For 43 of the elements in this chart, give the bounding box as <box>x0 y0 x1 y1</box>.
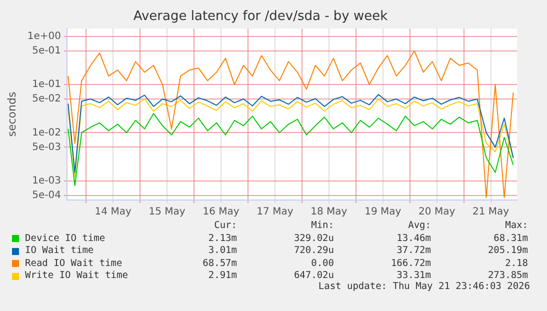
text: 166.72m <box>390 258 431 270</box>
text: Avg: <box>407 220 431 232</box>
text: 68.57m <box>202 258 237 270</box>
x-tick-label: 19 May <box>364 206 402 218</box>
text: 2.13m <box>207 232 237 245</box>
y-tick-label: 5e-04 <box>32 190 61 201</box>
y-axis-title: seconds <box>5 92 18 137</box>
text: 329.02u <box>292 232 334 245</box>
text: 2.18 <box>504 258 528 270</box>
y-tick-label: 1e-01 <box>32 79 61 90</box>
text: 2.91m <box>207 270 237 282</box>
x-tick-label: 16 May <box>202 206 240 218</box>
x-tick-label: 21 May <box>472 206 510 218</box>
chart-title: Average latency for /dev/sda - by week <box>133 9 388 24</box>
y-tick-label: 5e-01 <box>32 45 61 56</box>
text: 13.46m <box>396 232 431 245</box>
x-tick-label: 15 May <box>148 206 186 218</box>
text: Min: <box>310 220 334 232</box>
text: 273.85m <box>486 270 528 282</box>
text: Last update: Thu May 21 23:46:03 2026 <box>318 281 530 292</box>
x-tick-label: 20 May <box>418 206 456 218</box>
text: 647.02u <box>292 270 334 282</box>
legend-label: Read IO Wait time <box>25 258 122 270</box>
text: Max: <box>504 220 528 232</box>
text: 205.19m <box>486 245 528 258</box>
text: Cur: <box>213 220 237 232</box>
y-tick-label: 1e-03 <box>32 175 61 186</box>
y-tick-label: 1e+00 <box>27 30 61 42</box>
x-tick-label: 17 May <box>256 206 294 218</box>
y-tick-label: 5e-03 <box>32 142 61 153</box>
text: 33.31m <box>396 270 431 282</box>
text: 37.72m <box>396 245 431 258</box>
x-tick-label: 18 May <box>310 206 348 218</box>
legend-label: Device IO time <box>25 232 106 245</box>
text: 3.01m <box>207 245 237 258</box>
text: 0.00 <box>310 258 334 270</box>
text: 720.29u <box>292 245 334 258</box>
y-tick-label: 5e-02 <box>32 94 61 105</box>
legend-label: Write IO Wait time <box>25 270 128 282</box>
y-tick-label: 1e-02 <box>32 127 61 138</box>
text: 68.31m <box>492 232 528 245</box>
x-tick-label: 14 May <box>94 206 132 218</box>
legend-label: IO Wait time <box>25 245 94 258</box>
